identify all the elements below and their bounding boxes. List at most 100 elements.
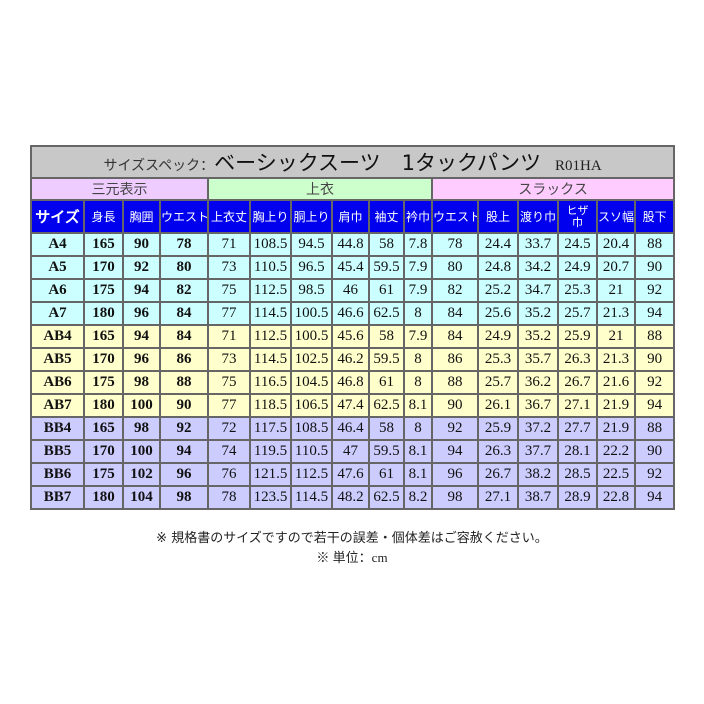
value-cell: 170 [83,439,124,464]
value-cell: 71 [207,324,251,349]
column-header: 袖丈 [368,199,405,234]
value-cell: 25.3 [557,278,598,303]
value-cell: 75 [207,370,251,395]
value-cell: 58 [368,324,405,349]
value-cell: 96 [122,347,161,372]
value-cell: 21 [596,278,636,303]
value-cell: 98 [159,485,209,510]
value-cell: 92 [159,416,209,441]
table-row: A7 180 96 84 77 114.5 100.5 46.6 62.5 8 84 25.6 35.2… [30,301,676,326]
value-cell: 86 [431,347,479,372]
value-cell: 8.1 [403,393,433,418]
value-cell: 90 [122,232,161,257]
table-row: AB4 165 94 84 71 112.5 100.5 45.6 58 7.9 84 24.9 35.… [30,324,676,349]
value-cell: 110.5 [249,255,292,280]
value-cell: 165 [83,232,124,257]
unit-note: ※ 単位：cm [316,550,388,565]
value-cell: 21.3 [596,347,636,372]
value-cell: 38.7 [517,485,559,510]
column-header: ウエスト [159,199,209,234]
value-cell: 82 [159,278,209,303]
size-cell: AB7 [30,393,85,418]
value-cell: 102 [122,462,161,487]
column-header: 胸上り [249,199,292,234]
value-cell: 114.5 [249,347,292,372]
value-cell: 117.5 [249,416,292,441]
size-cell: BB7 [30,485,85,510]
size-cell: AB6 [30,370,85,395]
value-cell: 27.1 [477,485,519,510]
group-row: 三元表示 上衣 スラックス [30,177,676,201]
value-cell: 22.2 [596,439,636,464]
value-cell: 21.6 [596,370,636,395]
value-cell: 36.2 [517,370,559,395]
value-cell: 26.7 [477,462,519,487]
column-header: ヒザ巾 [557,199,598,234]
table-row: A5 170 92 80 73 110.5 96.5 45.4 59.5 7.9 80 24.8 34.… [30,255,676,280]
value-cell: 77 [207,393,251,418]
value-cell: 104.5 [290,370,333,395]
value-cell: 165 [83,416,124,441]
size-cell: BB6 [30,462,85,487]
value-cell: 7.9 [403,255,433,280]
size-cell: BB4 [30,416,85,441]
value-cell: 94 [633,393,676,418]
value-cell: 165 [83,324,124,349]
value-cell: 8.1 [403,439,433,464]
value-cell: 98 [122,416,161,441]
disclaimer-note: ※ 規格書のサイズですので若干の誤差・個体差はご容赦ください。 [156,531,548,546]
size-cell: A7 [30,301,85,326]
column-header: 身長 [83,199,124,234]
value-cell: 112.5 [290,462,333,487]
value-cell: 26.3 [477,439,519,464]
value-cell: 180 [83,301,124,326]
value-cell: 114.5 [249,301,292,326]
value-cell: 20.4 [596,232,636,257]
table-row: AB7 180 100 90 77 118.5 106.5 47.4 62.5 8.1 90 26.1… [30,393,676,418]
value-cell: 84 [431,301,479,326]
value-cell: 108.5 [290,416,333,441]
value-cell: 100 [122,393,161,418]
value-cell: 180 [83,393,124,418]
value-cell: 100 [122,439,161,464]
value-cell: 104 [122,485,161,510]
table-row: A4 165 90 78 71 108.5 94.5 44.8 58 7.8 78 24.4 33.7 2… [30,232,676,257]
value-cell: 175 [83,278,124,303]
header-row: サイズ 身長 胸囲 ウエスト 上衣丈 胸上り 胴上り 肩巾 袖丈 衿巾 ウエスト 股上 渡り巾 ヒザ巾 スソ… [30,199,676,234]
value-cell: 98 [122,370,161,395]
value-cell: 34.7 [517,278,559,303]
value-cell: 84 [431,324,479,349]
title-row: サイズスペック：ベーシックスーツ 1タックパンツ R01HA [29,145,676,179]
value-cell: 8 [403,370,433,395]
value-cell: 75 [207,278,251,303]
value-cell: 59.5 [368,439,405,464]
table-row: BB7 180 104 98 78 123.5 114.5 48.2 62.5 8.2 98 27.1… [30,485,676,510]
value-cell: 26.1 [477,393,519,418]
value-cell: 76 [207,462,251,487]
value-cell: 92 [633,462,676,487]
value-cell: 170 [83,347,124,372]
column-header: 股上 [477,199,519,234]
value-cell: 96 [122,301,161,326]
column-header: 胴上り [290,199,333,234]
value-cell: 61 [368,462,405,487]
value-cell: 90 [159,393,209,418]
value-cell: 78 [431,232,479,257]
value-cell: 25.9 [477,416,519,441]
value-cell: 24.8 [477,255,519,280]
table-row: AB5 170 96 86 73 114.5 102.5 46.2 59.5 8 86 25.3 35.… [30,347,676,372]
value-cell: 175 [83,370,124,395]
value-cell: 78 [207,485,251,510]
table-body: A4 165 90 78 71 108.5 94.5 44.8 58 7.8 78 24.4 33.7 2… [30,232,676,510]
value-cell: 28.9 [557,485,598,510]
value-cell: 180 [83,485,124,510]
value-cell: 110.5 [290,439,333,464]
value-cell: 108.5 [249,232,292,257]
value-cell: 38.2 [517,462,559,487]
value-cell: 46.6 [331,301,370,326]
value-cell: 47 [331,439,370,464]
value-cell: 100.5 [290,301,333,326]
value-cell: 94 [633,485,676,510]
value-cell: 46.8 [331,370,370,395]
size-cell: A4 [30,232,85,257]
